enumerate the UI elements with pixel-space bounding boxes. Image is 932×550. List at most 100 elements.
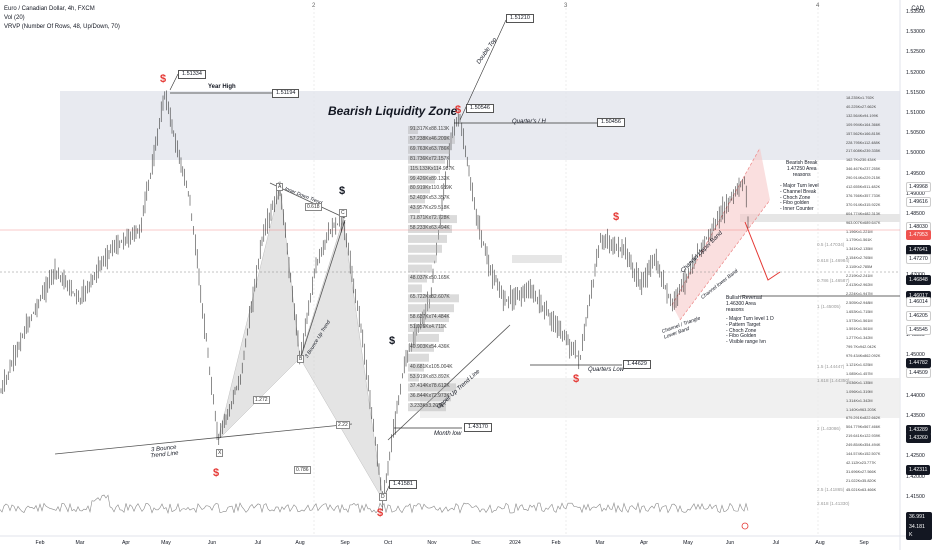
vrvp-bar xyxy=(408,205,420,214)
vrvp-bar xyxy=(408,324,444,332)
time-tick: Jul xyxy=(772,540,780,546)
vrvp-right-row: 45.021Kx63.466K xyxy=(846,487,877,492)
vrvp-bar xyxy=(408,403,446,412)
vol-indicator-label[interactable]: Vol (20) xyxy=(4,15,25,21)
vrvp-bar xyxy=(408,254,437,263)
bullish-reversal-title: Bullish Reversal 1.46300 Area reasons xyxy=(726,295,762,313)
volume-line xyxy=(0,494,749,514)
currency-label: CAD xyxy=(911,6,924,12)
dollar-marker-top2: $ xyxy=(455,104,462,116)
vrvp-right-row: 132.564Kx94.199K xyxy=(846,113,879,118)
bearish-break-title: Bearish Break 1.47250 Area reasons xyxy=(786,160,818,178)
wave-label-b: B xyxy=(297,355,305,363)
three-bounce-up-trend-line xyxy=(299,219,346,361)
vrvp-bar xyxy=(408,383,456,392)
time-tick: Aug xyxy=(295,540,305,546)
time-tick: Feb xyxy=(35,540,45,546)
price-badge: 1.45545 xyxy=(906,325,931,335)
vrvp-row: 99.426Kx89.132K xyxy=(410,175,450,182)
vrvp-indicator-label[interactable]: VRVP (Number Of Rows, 48, Up/Down, 70) xyxy=(4,24,120,30)
vrvp-right-row: 1.573Kx1.561M xyxy=(846,318,873,323)
channel-fill xyxy=(672,148,770,320)
vrvp-right-row: 1.121Kx1.025M xyxy=(846,363,873,367)
price-badge: 1.43260 xyxy=(906,433,931,443)
vrvp-right-row: 1.096Kx1.319M xyxy=(846,389,873,394)
vrvp-bar xyxy=(408,244,442,253)
time-tick: 2024 xyxy=(509,540,521,546)
vrvp-bar xyxy=(408,284,422,293)
fib-level-label: 0.618 (1.46984) xyxy=(817,258,850,263)
price-tick: 1.45000 xyxy=(906,352,925,359)
vrvp-right-row: 799.7Kx942.042K xyxy=(846,345,877,350)
vrvp-bar xyxy=(408,234,447,243)
vrvp-right-row: 40.225Kx27.662K xyxy=(846,104,877,109)
price-badge: 1.46014 xyxy=(906,297,931,307)
time-tick: Feb xyxy=(551,540,561,546)
time-tick: Nov xyxy=(427,540,437,546)
vrvp-right-row: 249.854Kx354.494K xyxy=(846,443,881,448)
vrvp-right-row: 109.994Kx164.366K xyxy=(846,122,881,127)
price-tick: 1.42000 xyxy=(906,473,925,480)
ratio-label-2: 1.272 xyxy=(253,396,270,404)
vrvp-row: 37.414Kx78.612K xyxy=(410,383,450,390)
vrvp-right-row: 31.696Kx27.566K xyxy=(846,469,877,474)
vrvp-right-row: 144.574Kx152.507K xyxy=(846,452,881,456)
time-tick: Apr xyxy=(121,540,131,546)
vrvp-row: 40.903Kx54.436K xyxy=(410,343,450,350)
price-tick: 1.53500 xyxy=(906,9,925,15)
top2-price-box: 1.50546 xyxy=(466,104,494,113)
dollar-marker-rally: $ xyxy=(389,335,396,347)
vrvp-bar xyxy=(408,373,419,382)
upper-up-trend-line xyxy=(387,324,511,441)
bullish-reversal-reasons: - Major Turn level 1 D - Pattern Target … xyxy=(726,316,774,346)
dollar-marker-x: $ xyxy=(213,467,220,479)
price-tick: 1.41500 xyxy=(906,493,925,500)
month-low-price-box: 1.43170 xyxy=(464,423,492,432)
vrvp-row: 53.919Kx83.892K xyxy=(410,373,450,380)
double-top-price-box: 1.51210 xyxy=(506,14,534,23)
vrvp-right-row: 2.219Kx2.241M xyxy=(846,274,873,278)
projection-circle xyxy=(741,522,749,530)
price-badge: 1.49968 xyxy=(906,182,931,192)
dollar-marker-quarters-low: $ xyxy=(573,373,580,385)
vrvp-right-row: 157.562Kx166.815K xyxy=(846,131,881,136)
vrvp-right-row: 217.608Kx239.335K xyxy=(846,149,881,154)
vrvp-row: 48.037Kx50.165K xyxy=(410,274,450,281)
vrvp-row: 58.233Kx63.494K xyxy=(410,225,450,231)
price-badge: 1.49616 xyxy=(906,197,931,207)
time-tick: Sep xyxy=(340,540,350,546)
pane-marker: 3 xyxy=(564,3,568,9)
price-tick: 1.51500 xyxy=(906,89,925,96)
dollar-marker-peak: $ xyxy=(160,73,167,85)
time-tick: Mar xyxy=(595,540,605,546)
ratio-label-4: 2.22 xyxy=(336,421,350,429)
dollar-marker-channel: $ xyxy=(613,211,620,223)
time-tick: May xyxy=(161,540,171,546)
time-tick: Jul xyxy=(254,540,262,546)
vrvp-right-row: 604.774Kx482.313K xyxy=(846,211,881,216)
price-tick: 1.52000 xyxy=(906,69,925,76)
time-tick: Jun xyxy=(725,540,735,546)
year-high-label: Year High xyxy=(208,84,236,90)
vrvp-right-row: 1.277Kx1.342M xyxy=(846,336,873,341)
vrvp-row: 58.637Kx74.484K xyxy=(410,314,450,321)
pattern-bcd xyxy=(299,219,384,501)
price-tick: 1.53000 xyxy=(906,29,925,36)
vrvp-bar xyxy=(408,195,425,204)
price-badge: 1.47953 xyxy=(906,230,931,240)
price-badge: 1.44509 xyxy=(906,368,931,378)
peak-leader xyxy=(169,73,179,91)
vrvp-row: 80.919Kx110.659K xyxy=(410,185,453,192)
vrvp-right-row: 2.110Kx2.785M xyxy=(846,265,873,270)
price-tick: 1.51000 xyxy=(906,110,925,116)
vrvp-right-row: 2.505Kx2.948M xyxy=(846,300,873,305)
price-badge: 1.47270 xyxy=(906,254,931,264)
ratio-label-1: 0.618 xyxy=(305,203,322,211)
vrvp-row: 40.681Kx105.004K xyxy=(410,363,453,370)
vrvp-row: 36.844Kx72.973K xyxy=(410,393,450,400)
month-low-label: Month low xyxy=(434,431,462,437)
vrvp-row: 81.736Kx72.157K xyxy=(410,155,450,162)
right-zone xyxy=(740,214,900,222)
pane-marker: 2 xyxy=(312,3,316,9)
